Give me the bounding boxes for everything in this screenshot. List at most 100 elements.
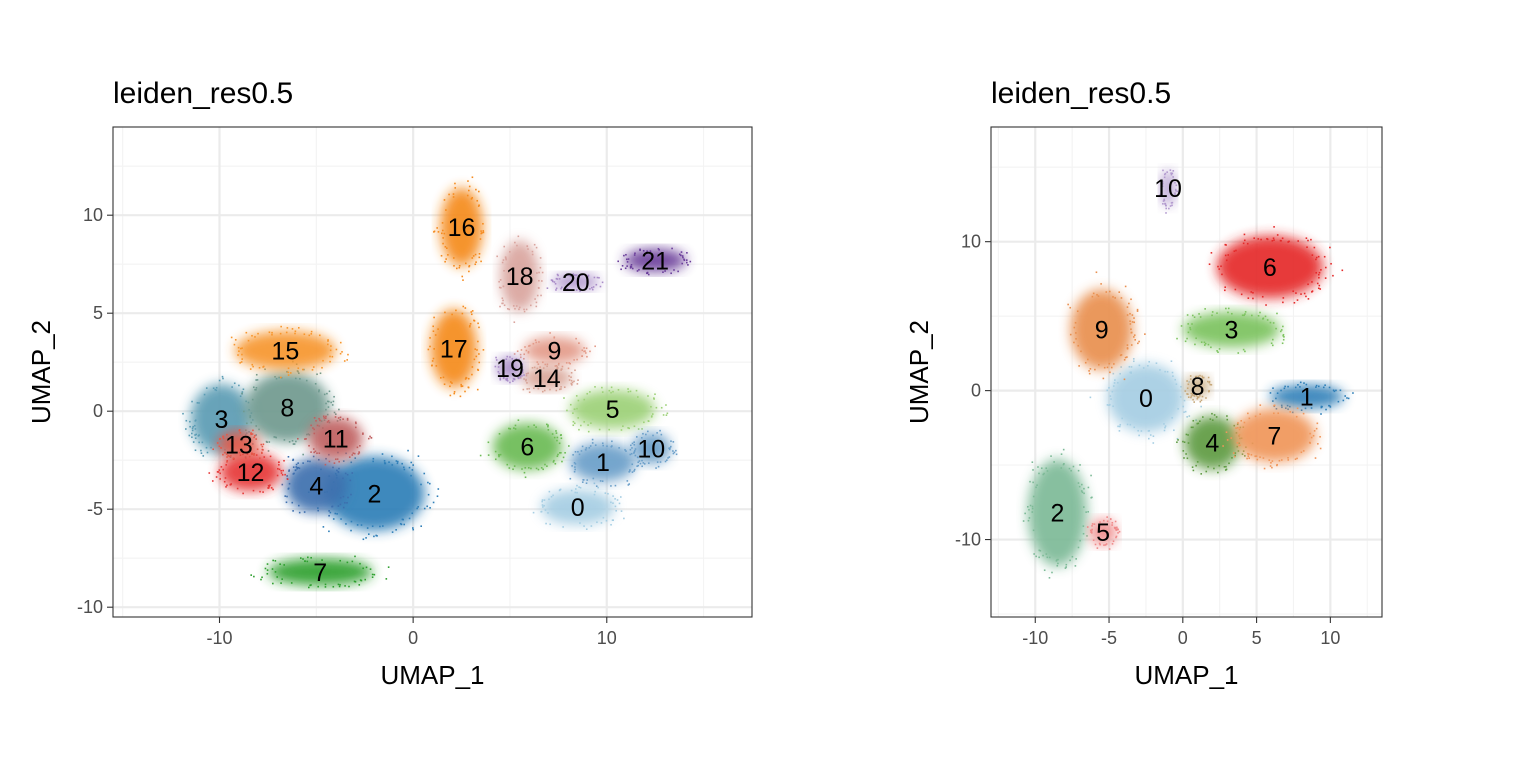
right-cluster-0-point [1113,382,1116,384]
left-cluster-15-point [287,374,290,376]
right-cluster-9-point [1124,285,1127,288]
right-cluster-2-point [1056,558,1058,561]
right-cluster-1-point [1297,384,1299,386]
left-cluster-21-point [673,269,675,271]
left-cluster-2-point [396,460,399,463]
left-cluster-1-point [572,454,574,456]
right-cluster-6-point [1210,252,1213,254]
left-cluster-6-point [508,427,510,430]
right-cluster-8-point [1198,394,1201,397]
right-cluster-8-point [1202,376,1204,379]
left-cluster-9-point [569,362,571,365]
right-cluster-3-point [1204,308,1206,310]
right-cluster-2-point [1031,511,1034,513]
left-cluster-21-point [685,259,688,261]
right-cluster-5-point [1086,526,1089,528]
left-cluster-12-point [262,491,264,493]
left-cluster-21-point [680,251,683,253]
left-cluster-10-point [672,450,674,452]
left-cluster-5-point [610,386,613,389]
left-cluster-4-point [298,511,301,514]
left-cluster-21-point [662,271,664,273]
right-cluster-0-point [1147,365,1149,367]
left-cluster-0-point [614,498,616,500]
left-cluster-3-point [185,428,187,430]
left-cluster-18-point [531,253,534,256]
left-y-tick-label: -5 [87,499,103,519]
right-cluster-7-point [1312,434,1315,437]
left-cluster-13-point [222,453,224,456]
left-cluster-10-point [629,448,632,451]
left-cluster-8-point [328,390,331,393]
right-cluster-7-point [1256,458,1259,461]
left-cluster-17-point [482,349,485,351]
left-cluster-6-point [547,425,549,428]
left-cluster-18-point [535,246,538,249]
left-cluster-4-point [344,501,346,504]
left-cluster-18-point [502,285,505,288]
left-cluster-6-point [514,424,517,427]
left-cluster-12-point [229,483,232,486]
left-cluster-0-point [574,488,577,490]
left-cluster-7-point [272,582,274,585]
left-cluster-1-point [574,466,576,468]
right-cluster-4-point [1215,416,1218,418]
left-cluster-20-point [550,279,553,281]
right-cluster-9-point [1129,320,1131,323]
right-cluster-9-cloud [1067,271,1146,381]
left-cluster-1-point [624,449,626,451]
right-cluster-6-point [1218,268,1221,270]
right-cluster-10-point [1172,170,1175,172]
left-cluster-13-point [261,452,263,454]
left-cluster-3-point [200,452,203,454]
right-cluster-3-body [1182,311,1281,348]
left-cluster-15-point [297,327,300,329]
right-cluster-9-point [1130,298,1132,301]
right-cluster-2-point [1060,467,1063,469]
right-cluster-0-point [1175,383,1178,385]
left-cluster-14-point [543,389,546,392]
left-cluster-2-point [356,524,359,526]
left-cluster-8-point [298,372,300,375]
left-cluster-1-point [585,449,587,451]
left-cluster-21-body [624,248,687,273]
right-cluster-2-point [1032,495,1035,498]
left-cluster-21-point [627,258,630,260]
left-cluster-19-point [505,358,508,360]
left-cluster-6-point [546,465,548,467]
right-cluster-3-point [1243,314,1245,317]
right-cluster-6-point [1272,237,1275,240]
left-cluster-19-point [521,371,524,374]
left-cluster-14-point [531,366,534,369]
left-cluster-10-point [647,462,650,464]
left-cluster-10-point [669,447,671,449]
right-cluster-0-point [1112,372,1115,375]
left-cluster-9-cloud [513,332,596,370]
left-cluster-8-point [256,379,259,381]
right-cluster-7-point [1235,427,1237,429]
left-cluster-8-point [326,413,329,416]
left-cluster-8-point [333,411,336,414]
left-cluster-1-point [586,479,589,481]
left-cluster-21-point [681,262,683,265]
right-cluster-5-point [1089,529,1092,532]
right-cluster-2-point [1032,529,1035,532]
right-cluster-6-point [1233,250,1236,252]
right-cluster-2-point [1080,490,1083,492]
left-cluster-10-point [634,449,636,452]
right-cluster-3-point [1237,352,1240,354]
left-cluster-18-point [534,298,536,300]
left-cluster-19-point [503,359,505,362]
left-cluster-17-point [427,348,430,351]
left-cluster-17-point [477,340,479,343]
right-cluster-7-point [1225,431,1228,433]
left-cluster-14-point [519,377,522,379]
right-cluster-9-point [1130,331,1133,334]
right-cluster-2-point [1083,492,1085,495]
left-cluster-16-point [445,209,447,211]
right-cluster-9-point [1075,338,1077,340]
left-cluster-2-point [336,513,338,515]
left-cluster-17-point [443,383,446,386]
right-cluster-6-point [1313,246,1316,249]
left-cluster-11-point [333,462,336,464]
